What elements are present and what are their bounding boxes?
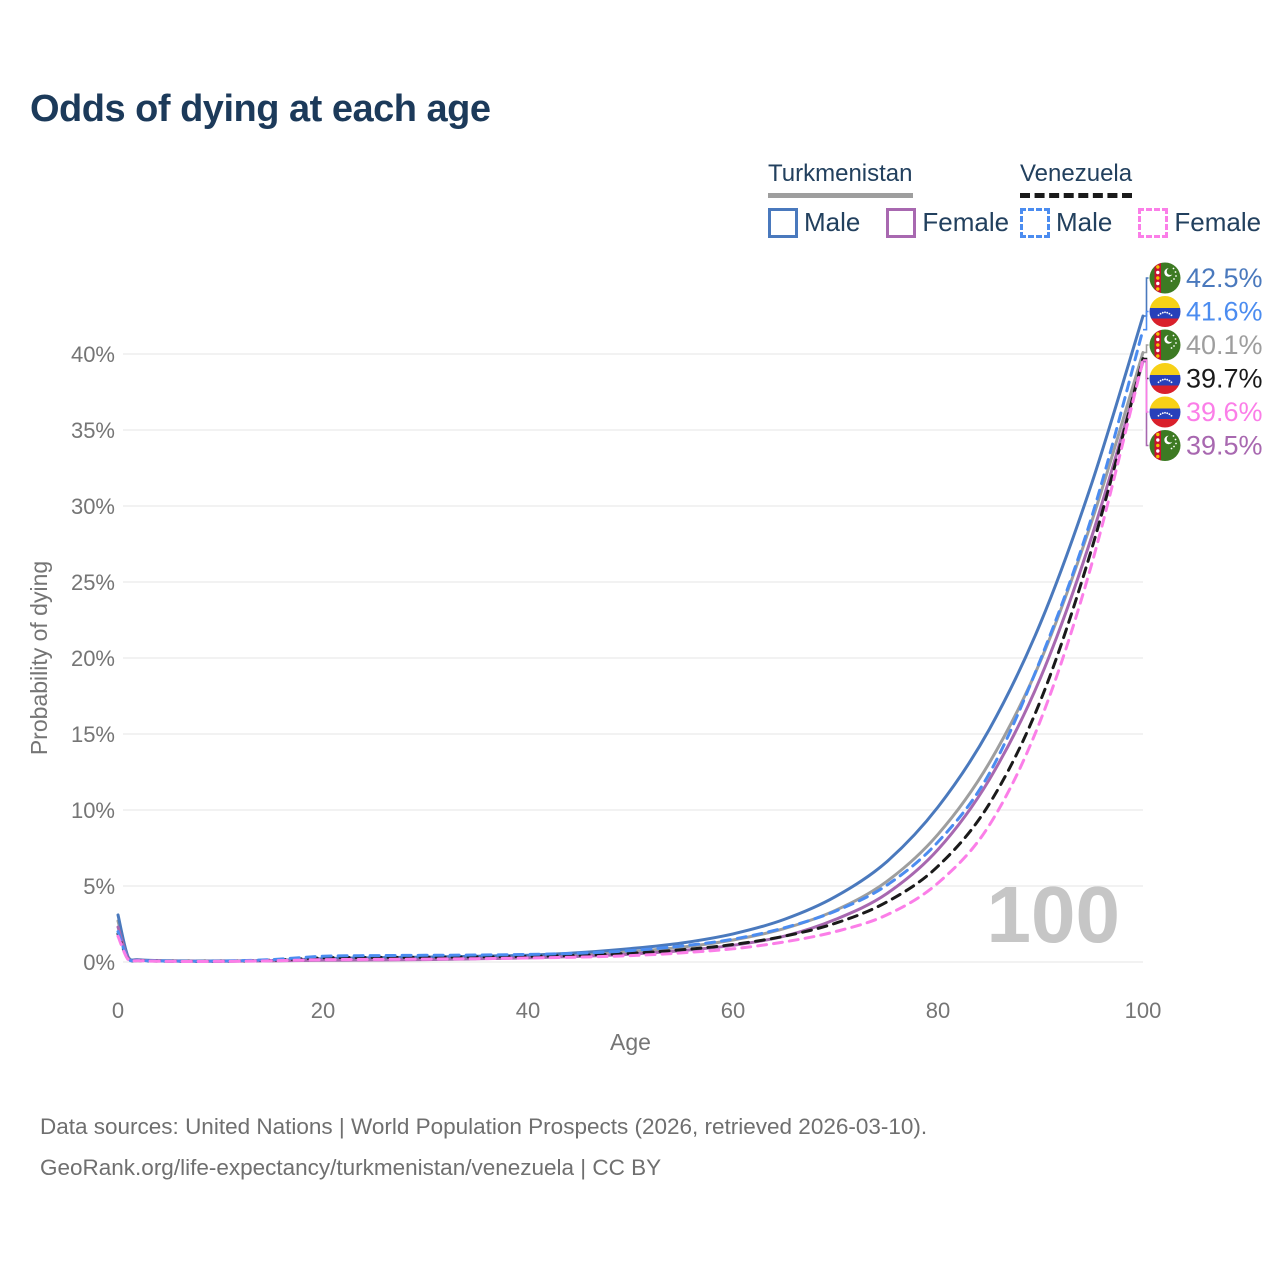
end-label-connector-turkmenistan-male [1143, 277, 1149, 317]
end-value-label-turkmenistan-female: 39.5% [1186, 431, 1263, 461]
legend-label-venezuela-female: Female [1174, 207, 1262, 237]
end-value-label-turkmenistan-both: 40.1% [1186, 330, 1263, 360]
legend-swatch-venezuela-male-icon [1020, 207, 1050, 238]
end-value-label-venezuela-male: 41.6% [1186, 297, 1263, 327]
legend-group-venezuela: Venezuela Male Female [1020, 160, 1261, 238]
y-tick-label: 35% [71, 418, 115, 443]
legend-item-turkmenistan-female[interactable]: Female [886, 207, 1009, 238]
y-tick-label: 25% [71, 570, 115, 595]
footer-attribution-line: GeoRank.org/life-expectancy/turkmenistan… [40, 1155, 662, 1180]
legend-label-turkmenistan-male: Male [804, 207, 861, 237]
end-value-label-venezuela-female: 39.6% [1186, 397, 1263, 427]
watermark-age-label: 100 [987, 870, 1120, 959]
y-tick-label: 10% [71, 798, 115, 823]
y-tick-label: 30% [71, 494, 115, 519]
series-line-venezuela-male[interactable] [116, 328, 1145, 963]
x-tick-label: 0 [112, 998, 124, 1023]
end-label-connector-venezuela-female [1143, 359, 1149, 413]
series-line-venezuela-female[interactable] [116, 358, 1145, 963]
y-tick-label: 20% [71, 646, 115, 671]
x-tick-label: 60 [721, 998, 745, 1023]
legend-swatch-turkmenistan-female-icon [886, 207, 917, 238]
legend-label-turkmenistan-female: Female [922, 207, 1010, 237]
flag-icon-turkmenistan [1149, 262, 1181, 294]
y-axis-title: Probability of dying [26, 561, 52, 755]
legend-country-turkmenistan: Turkmenistan [768, 160, 913, 198]
flag-icon-venezuela [1149, 296, 1181, 327]
legend-item-venezuela-female[interactable]: Female [1138, 207, 1261, 238]
x-tick-label: 100 [1125, 998, 1162, 1023]
legend-country-venezuela: Venezuela [1020, 160, 1133, 198]
data-sources-footer: Data sources: United Nations | World Pop… [40, 1106, 927, 1188]
series-line-turkmenistan-male[interactable] [116, 314, 1145, 963]
y-tick-label: 5% [83, 874, 115, 899]
legend-item-venezuela-male[interactable]: Male [1020, 207, 1112, 238]
x-tick-label: 40 [516, 998, 540, 1023]
legend-group-turkmenistan: Turkmenistan Male Female [768, 160, 1009, 238]
legend-item-turkmenistan-male[interactable]: Male [768, 207, 860, 238]
y-tick-label: 40% [71, 342, 115, 367]
x-tick-label: 20 [311, 998, 335, 1023]
end-label-connector-turkmenistan-both [1143, 344, 1149, 354]
end-value-label-venezuela-both: 39.7% [1186, 364, 1263, 394]
legend-swatch-venezuela-female-icon [1138, 207, 1169, 238]
x-tick-label: 80 [926, 998, 950, 1023]
legend: Turkmenistan Male Female Venezuela Male [0, 160, 1280, 250]
flag-icon-turkmenistan [1149, 430, 1181, 461]
end-label-connector-venezuela-male [1143, 310, 1149, 331]
flag-icon-turkmenistan [1149, 329, 1181, 361]
end-value-label-turkmenistan-male: 42.5% [1186, 263, 1263, 293]
y-tick-label: 15% [71, 722, 115, 747]
footer-sources-line: Data sources: United Nations | World Pop… [40, 1114, 928, 1139]
legend-label-venezuela-male: Male [1056, 207, 1113, 237]
legend-swatch-turkmenistan-male-icon [768, 207, 798, 238]
flag-icon-venezuela [1149, 363, 1181, 394]
page-title: Odds of dying at each age [30, 88, 491, 130]
y-tick-label: 0% [83, 950, 115, 975]
x-axis-title: Age [610, 1029, 651, 1055]
flag-icon-venezuela [1149, 396, 1181, 428]
